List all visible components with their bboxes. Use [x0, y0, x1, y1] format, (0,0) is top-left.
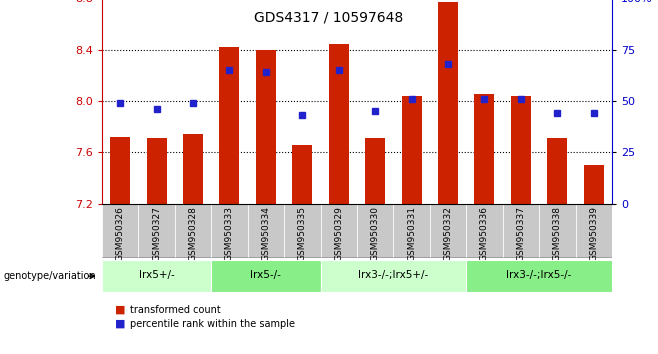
- Bar: [320, 204, 357, 258]
- Bar: [102, 260, 211, 292]
- Text: GSM950337: GSM950337: [517, 206, 525, 261]
- Bar: [175, 204, 211, 258]
- Text: GSM950334: GSM950334: [261, 206, 270, 261]
- Bar: [474, 95, 494, 204]
- Bar: [138, 204, 175, 258]
- Bar: [467, 204, 503, 258]
- Text: lrx5+/-: lrx5+/-: [139, 270, 174, 280]
- Text: GDS4317 / 10597648: GDS4317 / 10597648: [255, 11, 403, 25]
- Text: GSM950330: GSM950330: [370, 206, 380, 261]
- Text: GSM950327: GSM950327: [152, 206, 161, 261]
- Text: percentile rank within the sample: percentile rank within the sample: [130, 319, 295, 329]
- Bar: [393, 204, 430, 258]
- Bar: [183, 134, 203, 204]
- Text: GSM950336: GSM950336: [480, 206, 489, 261]
- Bar: [503, 204, 539, 258]
- Bar: [357, 204, 393, 258]
- Bar: [220, 47, 240, 204]
- Text: GSM950332: GSM950332: [443, 206, 453, 261]
- Bar: [102, 204, 138, 258]
- Bar: [147, 138, 166, 204]
- Text: GSM950328: GSM950328: [189, 206, 197, 261]
- Text: lrx3-/-;lrx5-/-: lrx3-/-;lrx5-/-: [507, 270, 572, 280]
- Text: GSM950326: GSM950326: [116, 206, 125, 261]
- Text: GSM950339: GSM950339: [589, 206, 598, 261]
- Bar: [576, 204, 612, 258]
- Text: GSM950338: GSM950338: [553, 206, 562, 261]
- Bar: [247, 204, 284, 258]
- Bar: [401, 96, 422, 204]
- Text: ■: ■: [115, 305, 126, 315]
- Bar: [438, 2, 458, 204]
- Bar: [511, 96, 531, 204]
- Bar: [211, 204, 247, 258]
- Text: GSM950333: GSM950333: [225, 206, 234, 261]
- Bar: [292, 144, 313, 204]
- Bar: [256, 50, 276, 204]
- Bar: [284, 204, 320, 258]
- Text: ■: ■: [115, 319, 126, 329]
- Bar: [430, 204, 467, 258]
- Bar: [467, 260, 612, 292]
- Bar: [365, 138, 385, 204]
- Text: lrx5-/-: lrx5-/-: [251, 270, 282, 280]
- Bar: [547, 138, 567, 204]
- Text: GSM950335: GSM950335: [298, 206, 307, 261]
- Text: GSM950329: GSM950329: [334, 206, 343, 261]
- Bar: [584, 165, 604, 204]
- Bar: [110, 137, 130, 204]
- Bar: [539, 204, 576, 258]
- Text: GSM950331: GSM950331: [407, 206, 416, 261]
- Text: genotype/variation: genotype/variation: [3, 271, 96, 281]
- Bar: [211, 260, 320, 292]
- Text: lrx3-/-;lrx5+/-: lrx3-/-;lrx5+/-: [358, 270, 428, 280]
- Text: transformed count: transformed count: [130, 305, 220, 315]
- Bar: [329, 45, 349, 204]
- Bar: [320, 260, 467, 292]
